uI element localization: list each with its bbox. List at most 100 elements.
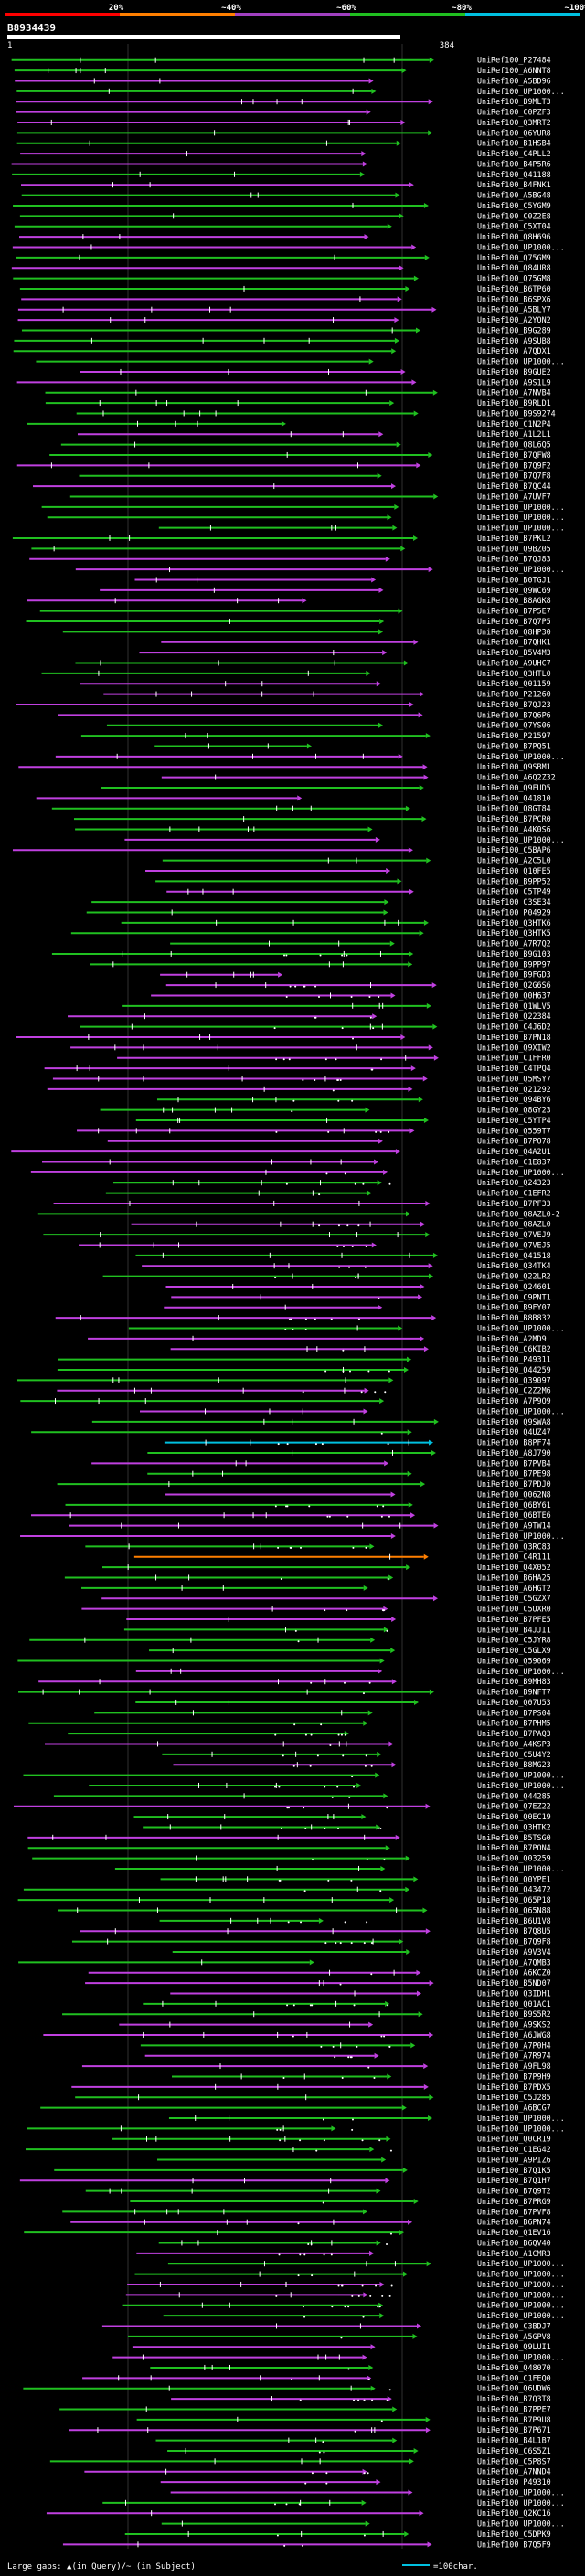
hit-label: UniRef100_Q8HP30 bbox=[477, 627, 551, 636]
gap-dot bbox=[365, 1546, 367, 1549]
gap-dot bbox=[320, 2045, 323, 2048]
gap-dot bbox=[351, 2128, 354, 2131]
hit-arrow bbox=[378, 722, 384, 728]
hit-row: UniRef100_Q3HTK6 bbox=[121, 918, 551, 928]
gap-dot bbox=[304, 1733, 307, 1736]
hit-label: UniRef100_Q062N8 bbox=[477, 1489, 551, 1499]
gap-dot bbox=[292, 1099, 295, 1102]
gap-dot bbox=[374, 1391, 377, 1394]
gap-dot bbox=[318, 995, 321, 998]
gap-dot bbox=[310, 1681, 313, 1684]
gap-dot bbox=[373, 2076, 376, 2079]
gap-dot bbox=[351, 1099, 354, 1102]
hit-arrow bbox=[409, 182, 414, 188]
gap-dot bbox=[384, 1391, 387, 1394]
legend-swatch bbox=[5, 13, 120, 16]
hit-label: UniRef100_UP1000... bbox=[477, 2270, 565, 2279]
hit-label: UniRef100_B9G289 bbox=[477, 325, 551, 334]
hit-row: UniRef100_Q3HTL0 bbox=[41, 669, 551, 678]
hit-label: UniRef100_B7Q9F8 bbox=[477, 1937, 551, 1946]
gap-dot bbox=[368, 995, 371, 998]
gap-dot bbox=[369, 2295, 372, 2297]
gap-dot bbox=[324, 1609, 326, 1612]
legend-swatch bbox=[465, 13, 580, 16]
hit-row: UniRef100_B6QV40 bbox=[158, 2238, 551, 2247]
hit-row: UniRef100_A1CMR3 bbox=[136, 2249, 551, 2258]
hit-arrow bbox=[399, 2230, 404, 2236]
hit-row: UniRef100_B7Q9T2 bbox=[85, 2187, 551, 2196]
hit-label: UniRef100_C5DPK9 bbox=[477, 2529, 551, 2539]
hit-arrow bbox=[376, 681, 381, 687]
hit-row: UniRef100_UP1000... bbox=[128, 1323, 565, 1332]
hit-row: UniRef100_UP1000... bbox=[125, 2290, 565, 2299]
hit-row: UniRef100_Q6UDW6 bbox=[23, 2384, 551, 2393]
hit-arrow bbox=[379, 1658, 385, 1664]
gap-dot bbox=[332, 2045, 335, 2048]
hit-label: UniRef100_C1FFR0 bbox=[477, 1054, 551, 1063]
hit-row: UniRef100_B7Q1H7 bbox=[19, 2176, 551, 2185]
gap-dot bbox=[303, 2253, 306, 2256]
gap-dot bbox=[291, 2378, 293, 2380]
hit-label: UniRef100_B6QV40 bbox=[477, 2238, 551, 2247]
gap-dot bbox=[388, 2295, 391, 2297]
gap-dot bbox=[323, 2451, 325, 2454]
hit-label: UniRef100_B8AGK8 bbox=[477, 596, 551, 605]
gap-dot bbox=[325, 1172, 328, 1175]
hit-arrow bbox=[429, 2031, 434, 2038]
gap-dot bbox=[304, 2482, 307, 2485]
hit-arrow bbox=[428, 567, 433, 573]
hit-label: UniRef100_B7PHM5 bbox=[477, 1719, 551, 1728]
gap-dot bbox=[277, 1546, 280, 1549]
gap-dot bbox=[318, 2451, 321, 2454]
hit-arrow bbox=[385, 2000, 390, 2007]
hit-row: UniRef100_Q8GY23 bbox=[100, 1106, 551, 1115]
hit-arrow bbox=[406, 1564, 411, 1571]
hit-label: UniRef100_A6BCG7 bbox=[477, 2104, 551, 2113]
gap-dot bbox=[303, 985, 305, 988]
hit-label: UniRef100_Q59069 bbox=[477, 1656, 551, 1665]
hit-arrow bbox=[405, 1886, 410, 1892]
hit-label: UniRef100_C5TP49 bbox=[477, 887, 551, 896]
gap-dot bbox=[279, 2139, 282, 2142]
hit-label: UniRef100_B7Q6P6 bbox=[477, 710, 551, 719]
hit-arrow bbox=[425, 733, 431, 739]
hit-label: UniRef100_UP1000... bbox=[477, 2487, 565, 2496]
gap-dot bbox=[274, 1277, 277, 1279]
gap-dot bbox=[297, 1640, 300, 1643]
hit-arrow bbox=[399, 213, 404, 219]
hit-arrow bbox=[390, 992, 396, 999]
gap-dot bbox=[307, 2242, 310, 2245]
hit-label: UniRef100_A7NVB4 bbox=[477, 388, 551, 398]
hit-row: UniRef100_Q7VEJ9 bbox=[43, 1230, 551, 1239]
hit-row: UniRef100_B9FY07 bbox=[164, 1303, 551, 1312]
hit-label: UniRef100_Q84UR8 bbox=[477, 263, 551, 272]
gap-dot bbox=[285, 995, 288, 998]
gap-dot bbox=[346, 954, 348, 957]
gap-dot bbox=[388, 1130, 390, 1133]
hit-row: UniRef100_Q5MSY7 bbox=[52, 1074, 551, 1083]
hit-label: UniRef100_B7PCR0 bbox=[477, 814, 551, 823]
hit-label: UniRef100_B7PE98 bbox=[477, 1469, 551, 1479]
hit-arrow bbox=[407, 1470, 412, 1477]
hit-arrow bbox=[431, 982, 437, 989]
hit-arrow bbox=[376, 2188, 381, 2194]
hit-label: UniRef100_UP1000... bbox=[477, 752, 565, 761]
hit-arrow bbox=[368, 358, 374, 365]
hit-arrow bbox=[420, 1221, 426, 1227]
gap-dot bbox=[342, 1754, 345, 1757]
hit-arrow bbox=[433, 1595, 439, 1602]
hit-arrow bbox=[378, 431, 384, 438]
hit-arrow bbox=[409, 701, 414, 707]
hit-row: UniRef100_Q44259 bbox=[57, 1365, 551, 1374]
hit-label: UniRef100_B9RLD1 bbox=[477, 398, 551, 408]
hit-label: UniRef100_UP1000... bbox=[477, 2114, 565, 2123]
gap-dot bbox=[329, 1744, 332, 1746]
hit-label: UniRef100_Q8GY23 bbox=[477, 1106, 551, 1115]
gap-dot bbox=[335, 1942, 337, 1945]
hit-label: UniRef100_A6JWG8 bbox=[477, 2030, 551, 2040]
hit-arrow bbox=[391, 1762, 397, 1768]
gap-dot bbox=[350, 995, 353, 998]
hit-label: UniRef100_A9TW14 bbox=[477, 1521, 551, 1531]
hit-row: UniRef100_A7P0H4 bbox=[140, 2041, 551, 2050]
hit-arrow bbox=[379, 2281, 385, 2287]
